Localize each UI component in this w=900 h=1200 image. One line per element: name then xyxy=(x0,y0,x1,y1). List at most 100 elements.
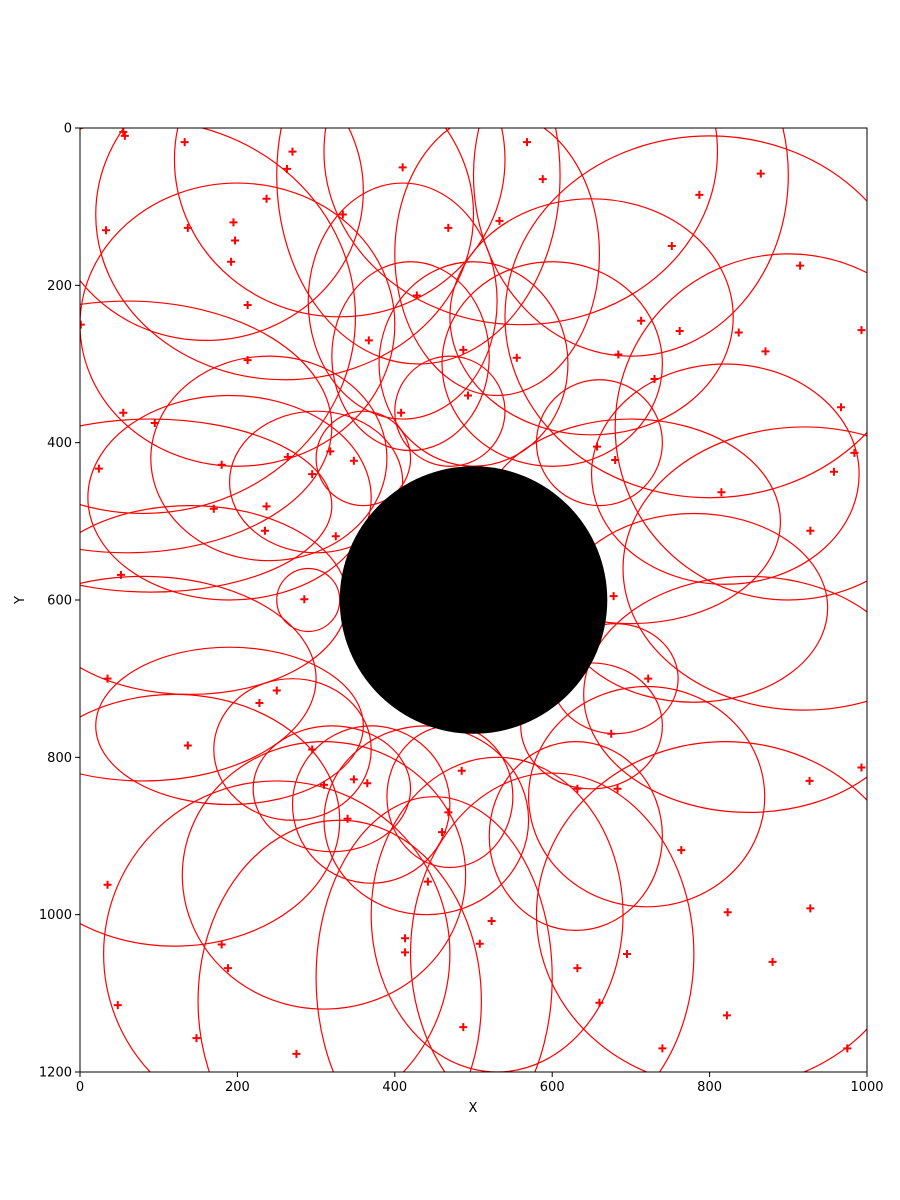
circle-outline-3 xyxy=(276,128,561,365)
y-tick-label-3: 600 xyxy=(47,594,72,609)
y-tick-label-4: 800 xyxy=(47,751,72,766)
point-5 xyxy=(282,164,291,173)
x-tick-label-1: 200 xyxy=(225,1080,250,1095)
point-39 xyxy=(150,419,159,427)
point-37 xyxy=(119,408,128,417)
point-95 xyxy=(192,1034,201,1043)
point-73 xyxy=(613,784,622,793)
point-34 xyxy=(650,374,659,383)
point-15 xyxy=(183,223,192,232)
circle-outline-10 xyxy=(394,355,506,467)
x-axis-ticks: 0 200 400 600 800 1000 xyxy=(76,1072,884,1095)
point-11 xyxy=(338,210,347,219)
point-48 xyxy=(829,467,838,476)
point-65 xyxy=(308,745,317,754)
circle-outline-36 xyxy=(252,725,412,853)
point-60 xyxy=(644,674,653,683)
point-0 xyxy=(119,128,128,136)
point-40 xyxy=(593,442,602,451)
point-69 xyxy=(805,776,814,785)
point-78 xyxy=(103,880,112,889)
point-13 xyxy=(229,218,238,227)
point-44 xyxy=(611,455,620,464)
circle-outline-1 xyxy=(95,128,475,381)
circle-outline-41 xyxy=(80,418,333,593)
y-axis-ticks: 0 200 400 600 800 1000 1200 xyxy=(39,122,80,1081)
point-29 xyxy=(459,345,468,354)
point-91 xyxy=(113,1001,122,1010)
y-tick-label-1: 200 xyxy=(47,279,72,294)
point-2 xyxy=(180,138,189,147)
y-axis-label: Y xyxy=(13,596,28,605)
circle-outline-2 xyxy=(173,128,506,318)
points-layer xyxy=(80,128,866,1058)
point-3 xyxy=(288,147,297,156)
point-67 xyxy=(457,766,466,775)
point-55 xyxy=(331,532,340,541)
point-30 xyxy=(761,347,770,356)
point-53 xyxy=(260,526,269,535)
x-tick-label-3: 600 xyxy=(540,1080,565,1095)
point-22 xyxy=(243,301,252,309)
circle-outline-26 xyxy=(315,796,553,1072)
point-89 xyxy=(223,964,232,973)
x-tick-label-2: 400 xyxy=(382,1080,407,1095)
point-86 xyxy=(401,948,410,957)
circle-outline-30 xyxy=(181,740,467,1010)
point-88 xyxy=(768,957,777,966)
point-64 xyxy=(183,741,192,750)
circle-outline-21 xyxy=(527,685,766,908)
point-63 xyxy=(607,729,616,738)
point-82 xyxy=(487,916,496,925)
point-72 xyxy=(573,784,582,793)
point-32 xyxy=(512,353,521,362)
point-75 xyxy=(343,814,352,823)
point-28 xyxy=(364,336,373,345)
circle-outline-25 xyxy=(370,756,624,1072)
circle-outline-38 xyxy=(276,567,341,633)
circle-outline-40 xyxy=(87,394,372,601)
point-59 xyxy=(103,674,112,683)
point-79 xyxy=(423,877,432,886)
point-66 xyxy=(857,763,866,772)
point-47 xyxy=(94,464,103,473)
x-tick-label-0: 0 xyxy=(76,1080,84,1095)
point-71 xyxy=(319,780,328,789)
point-61 xyxy=(272,686,281,695)
point-92 xyxy=(595,998,604,1007)
point-46 xyxy=(217,460,226,469)
point-4 xyxy=(523,138,532,147)
point-6 xyxy=(398,163,407,172)
point-31 xyxy=(614,350,623,359)
circle-outline-34 xyxy=(95,646,364,806)
y-tick-label-5: 1000 xyxy=(39,908,72,923)
point-43 xyxy=(283,452,292,461)
y-tick-label-2: 400 xyxy=(47,436,72,451)
point-56 xyxy=(116,570,125,579)
point-70 xyxy=(363,779,372,788)
point-33 xyxy=(243,356,252,365)
circle-outline-42 xyxy=(228,410,404,554)
circle-outline-46 xyxy=(80,128,356,515)
circle-outline-23 xyxy=(535,741,867,1072)
circle-outline-49 xyxy=(394,128,600,397)
point-81 xyxy=(723,908,732,917)
y-tick-label-6: 1200 xyxy=(39,1066,72,1081)
circle-outline-37 xyxy=(80,575,317,782)
point-52 xyxy=(209,504,218,513)
x-tick-label-5: 1000 xyxy=(850,1080,883,1095)
point-10 xyxy=(262,194,271,203)
point-54 xyxy=(806,526,815,535)
point-41 xyxy=(326,447,335,456)
point-25 xyxy=(675,326,684,335)
point-16 xyxy=(444,223,453,232)
point-49 xyxy=(308,470,317,479)
circle-outline-35 xyxy=(213,678,372,821)
point-74 xyxy=(444,808,453,817)
point-77 xyxy=(677,846,686,855)
circle-outline-4 xyxy=(323,128,719,326)
point-21 xyxy=(412,291,421,300)
